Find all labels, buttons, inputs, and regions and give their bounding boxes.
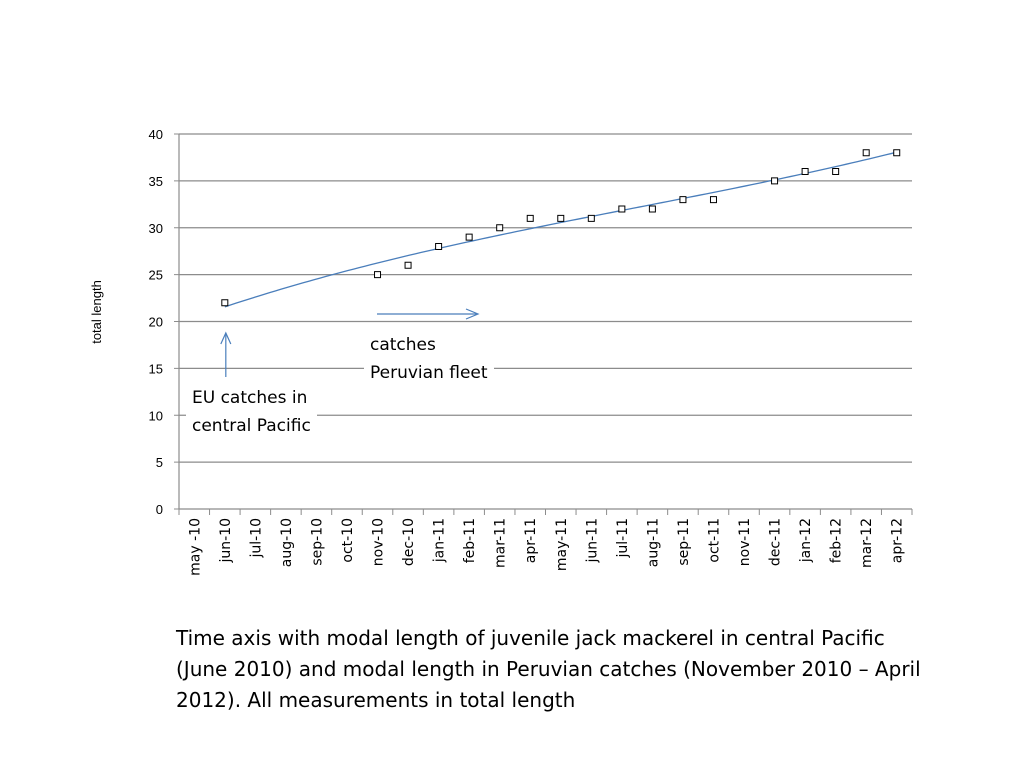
x-tick-label: feb-12 [829, 518, 845, 563]
x-tick-label: dec-10 [401, 518, 417, 566]
annotation-peruvian-catches: catches Peruvian fleet [364, 331, 494, 387]
data-point [648, 205, 656, 213]
x-tick-label: mar-11 [493, 518, 509, 568]
data-point [679, 196, 687, 204]
figure-caption: Time axis with modal length of juvenile … [176, 626, 921, 712]
x-tick-label: apr-11 [523, 518, 539, 563]
annotation-peru-line-1: catches [370, 335, 436, 355]
data-point [557, 214, 565, 222]
axes [174, 133, 913, 515]
data-point [862, 149, 870, 157]
annotation-arrows [220, 308, 480, 377]
x-tick-label: mar-12 [859, 518, 875, 568]
x-tick-label: jul-11 [615, 518, 631, 559]
x-tick-label: jul-10 [248, 518, 264, 559]
trendline [224, 151, 897, 308]
x-tick-label: oct-11 [706, 518, 722, 563]
annotation-eu-catches: EU catches in central Pacific [186, 384, 317, 440]
data-points [221, 149, 901, 307]
data-point [832, 168, 840, 175]
data-point [526, 214, 534, 222]
y-tick-label: 20 [149, 315, 163, 330]
annotation-peru-line-2: Peruvian fleet [370, 363, 488, 383]
x-tick-label: sep-10 [309, 518, 325, 566]
x-tick-label: may -10 [187, 518, 203, 576]
y-tick-label: 0 [156, 502, 163, 517]
peru-arrow-head [465, 308, 480, 320]
x-tick-label: nov-11 [737, 518, 753, 566]
data-point [465, 233, 473, 241]
x-tick-label: jan-11 [432, 518, 448, 563]
y-tick-label: 15 [149, 361, 163, 376]
x-tick-label: apr-12 [890, 518, 906, 563]
x-tick-label: sep-11 [676, 518, 692, 566]
y-tick-label: 40 [149, 127, 163, 142]
x-tick-label: jan-12 [798, 518, 814, 563]
data-point [771, 177, 779, 185]
x-tick-label: dec-11 [768, 518, 784, 566]
x-tick-label: jun-11 [584, 518, 600, 564]
y-tick-labels: 0 5 10 15 20 25 30 35 40 [149, 127, 163, 517]
y-tick-label: 30 [149, 221, 163, 236]
y-tick-label: 10 [149, 408, 163, 423]
data-point [587, 214, 595, 222]
y-tick-label: 35 [149, 174, 163, 189]
x-tick-label: may-11 [554, 518, 570, 571]
trendline-path [224, 151, 897, 308]
x-tick-label: feb-11 [462, 518, 478, 563]
annotation-eu-line-2: central Pacific [192, 416, 311, 436]
data-point [496, 224, 504, 232]
data-point [709, 196, 717, 204]
x-tick-label: nov-10 [371, 518, 387, 566]
eu-arrow-head [220, 331, 232, 345]
data-point [374, 271, 382, 279]
x-tick-labels: may -10 jun-10 jul-10 aug-10 sep-10 oct-10 nov… [187, 518, 905, 576]
data-point [435, 243, 443, 250]
x-tick-label: aug-11 [645, 518, 661, 567]
annotation-eu-line-1: EU catches in [192, 388, 308, 408]
x-tick-label: aug-10 [279, 518, 295, 567]
data-point [893, 149, 901, 157]
data-point [801, 168, 809, 175]
data-point [618, 205, 626, 213]
chart: 0 5 10 15 20 25 30 35 40 may -10 jun-10 jul-10 aug-… [89, 127, 913, 576]
y-tick-label: 25 [149, 268, 163, 283]
x-tick-label: oct-10 [340, 518, 356, 563]
data-point [221, 299, 229, 307]
y-tick-label: 5 [156, 455, 163, 470]
x-tick-label: jun-10 [218, 518, 234, 564]
y-axis-title: total length [89, 280, 104, 344]
data-point [404, 261, 412, 269]
